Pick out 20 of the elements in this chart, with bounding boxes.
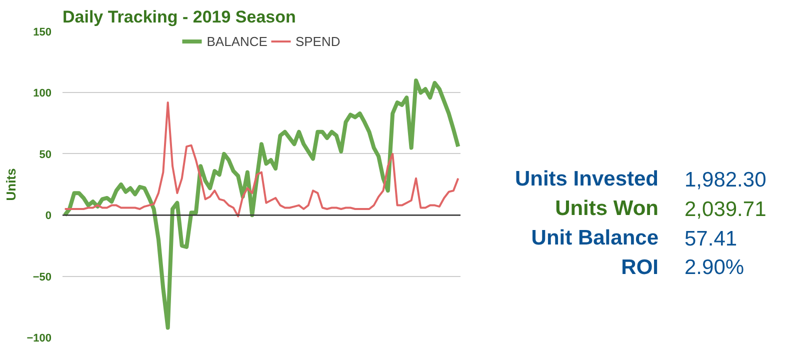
y-tick-label: 0: [45, 210, 52, 222]
text: 2.90%: [684, 256, 744, 280]
y-tick-label: −50: [32, 271, 52, 284]
y-tick-label: 150: [33, 26, 52, 38]
y-tick-label: −100: [26, 332, 52, 342]
text: Units Invested: [514, 168, 659, 191]
text: 2,039.71: [684, 198, 766, 222]
text: 57.41: [684, 228, 738, 251]
legend-label: BALANCE: [206, 34, 268, 48]
text: 1,982.30: [684, 168, 766, 192]
line-series: [62, 78, 460, 330]
text: Unit Balance: [531, 226, 659, 250]
text: Units Won: [555, 197, 659, 220]
line-series: [64, 101, 460, 218]
text: ROI: [621, 256, 659, 280]
y-axis-title: Units: [4, 168, 19, 201]
chart-title: Daily Tracking - 2019 Season: [62, 8, 296, 26]
y-tick-label: 100: [33, 88, 52, 100]
y-tick-label: 50: [39, 148, 52, 161]
legend-label: SPEND: [295, 34, 340, 48]
